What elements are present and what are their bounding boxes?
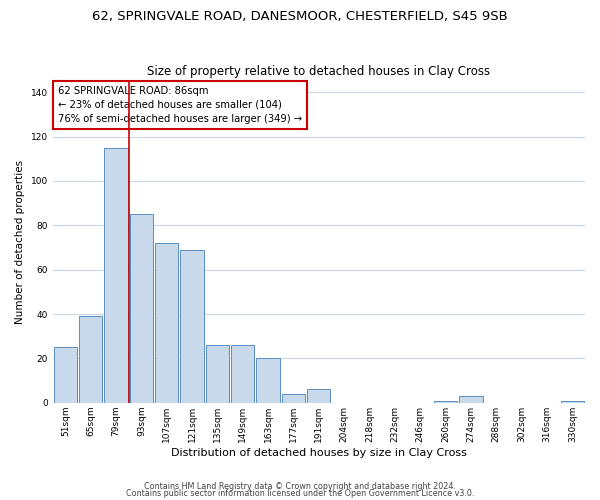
Bar — [130, 214, 153, 403]
Bar — [434, 400, 457, 403]
Text: 62, SPRINGVALE ROAD, DANESMOOR, CHESTERFIELD, S45 9SB: 62, SPRINGVALE ROAD, DANESMOOR, CHESTERF… — [92, 10, 508, 23]
X-axis label: Distribution of detached houses by size in Clay Cross: Distribution of detached houses by size … — [171, 448, 467, 458]
Bar — [104, 148, 128, 403]
Bar — [181, 250, 204, 403]
Y-axis label: Number of detached properties: Number of detached properties — [15, 160, 25, 324]
Bar — [459, 396, 482, 403]
Bar — [79, 316, 103, 403]
Text: 62 SPRINGVALE ROAD: 86sqm
← 23% of detached houses are smaller (104)
76% of semi: 62 SPRINGVALE ROAD: 86sqm ← 23% of detac… — [58, 86, 302, 124]
Bar — [206, 345, 229, 403]
Bar — [155, 243, 178, 403]
Bar — [307, 390, 331, 403]
Bar — [560, 400, 584, 403]
Text: Contains public sector information licensed under the Open Government Licence v3: Contains public sector information licen… — [126, 488, 474, 498]
Bar — [256, 358, 280, 403]
Text: Contains HM Land Registry data © Crown copyright and database right 2024.: Contains HM Land Registry data © Crown c… — [144, 482, 456, 491]
Bar — [53, 348, 77, 403]
Title: Size of property relative to detached houses in Clay Cross: Size of property relative to detached ho… — [147, 66, 490, 78]
Bar — [282, 394, 305, 403]
Bar — [231, 345, 254, 403]
